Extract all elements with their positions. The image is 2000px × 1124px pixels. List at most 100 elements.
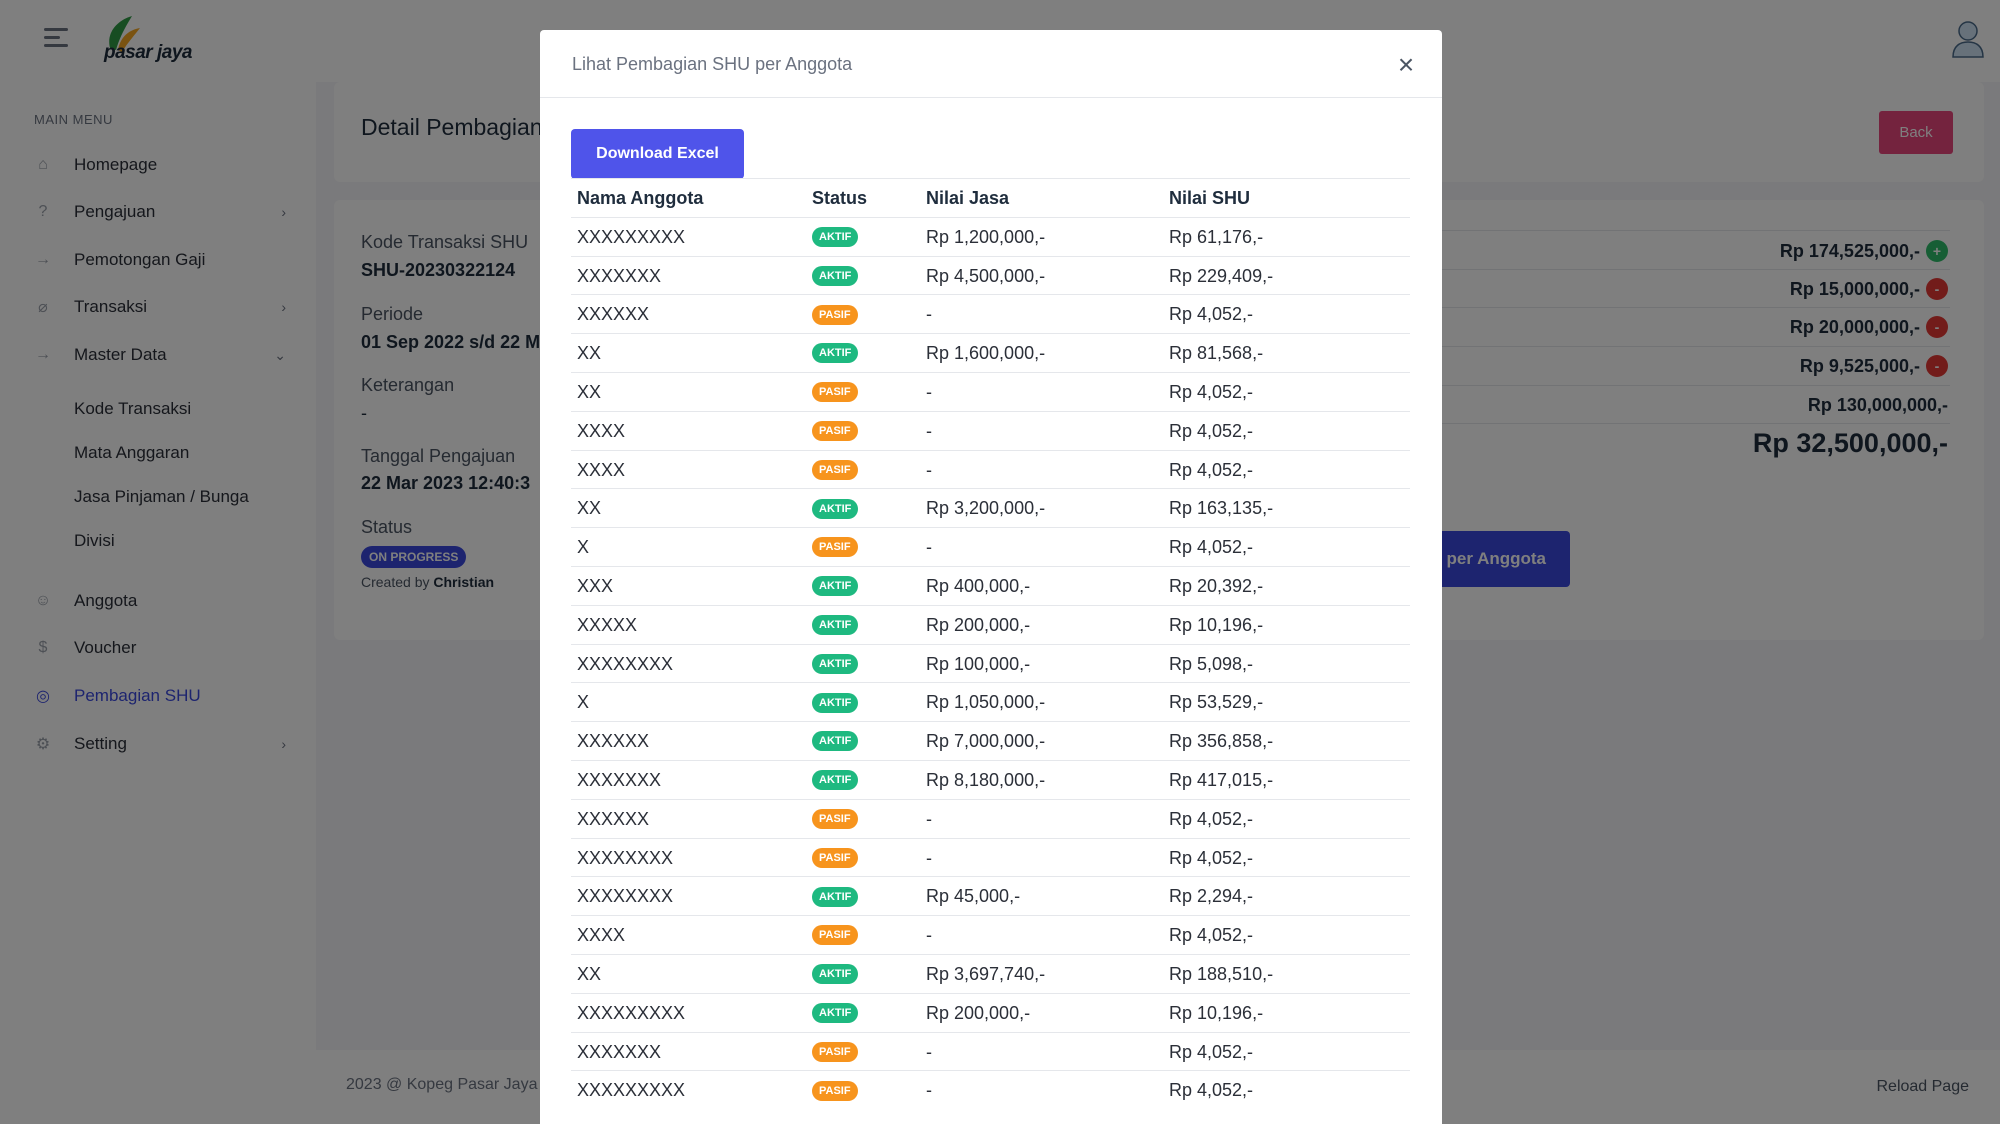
cell-nama-anggota: XXXXXXXXX (577, 1002, 686, 1023)
table-row: XXXXXXXX PASIF - Rp 4,052,- (571, 837, 1410, 878)
cell-nilai-jasa: - (926, 847, 932, 868)
cell-nilai-jasa: - (926, 1041, 932, 1062)
cell-nilai-shu: Rp 10,196,- (1169, 1002, 1264, 1023)
cell-nilai-shu: Rp 5,098,- (1169, 653, 1254, 674)
cell-nilai-jasa: - (926, 537, 932, 558)
cell-status: AKTIF (812, 877, 859, 916)
cell-status: PASIF (812, 528, 858, 567)
cell-status: PASIF (812, 1071, 858, 1110)
cell-nama-anggota: XXX (577, 575, 614, 596)
cell-nama-anggota: XXXX (577, 420, 626, 441)
status-badge: PASIF (812, 925, 858, 946)
status-badge: AKTIF (812, 964, 859, 985)
table-row: X AKTIF Rp 1,050,000,- Rp 53,529,- (571, 682, 1410, 721)
close-icon[interactable]: × (1397, 49, 1415, 80)
table-body: XXXXXXXXX AKTIF Rp 1,200,000,- Rp 61,176,- X… (571, 216, 1410, 1110)
cell-nilai-jasa: Rp 1,600,000,- (926, 343, 1046, 364)
table-row: XXXXXX PASIF - Rp 4,052,- (571, 294, 1410, 333)
cell-nilai-jasa: Rp 3,697,740,- (926, 963, 1046, 984)
status-badge: PASIF (812, 304, 858, 325)
cell-nilai-shu: Rp 81,568,- (1169, 343, 1264, 364)
status-badge: PASIF (812, 1080, 858, 1101)
cell-status: AKTIF (812, 761, 859, 800)
status-badge: AKTIF (812, 498, 859, 519)
cell-nilai-shu: Rp 4,052,- (1169, 420, 1254, 441)
cell-status: AKTIF (812, 955, 859, 994)
cell-status: PASIF (812, 373, 858, 412)
column-header-nama: Nama Anggota (577, 188, 704, 208)
cell-status: AKTIF (812, 334, 859, 373)
status-badge: PASIF (812, 847, 858, 868)
cell-nama-anggota: XXXX (577, 925, 626, 946)
cell-nilai-jasa: - (926, 420, 932, 441)
column-header-status: Status (812, 188, 868, 208)
table-row: XXXXXXXXX AKTIF Rp 1,200,000,- Rp 61,176,- (571, 216, 1410, 256)
table-row: XXXX PASIF - Rp 4,052,- (571, 410, 1410, 451)
cell-nama-anggota: XX (577, 498, 602, 519)
cell-status: PASIF (812, 412, 858, 451)
cell-status: PASIF (812, 916, 858, 955)
table-row: XX AKTIF Rp 3,200,000,- Rp 163,135,- (571, 488, 1410, 527)
table-row: XX PASIF - Rp 4,052,- (571, 371, 1410, 412)
cell-status: AKTIF (812, 722, 859, 761)
cell-status: PASIF (812, 451, 858, 490)
cell-nama-anggota: XXXXXX (577, 304, 650, 325)
cell-status: AKTIF (812, 606, 859, 645)
cell-nama-anggota: XX (577, 381, 602, 402)
status-badge: PASIF (812, 459, 858, 480)
table-row: X PASIF - Rp 4,052,- (571, 527, 1410, 566)
cell-nama-anggota: XXXX (577, 459, 626, 480)
status-badge: AKTIF (812, 343, 859, 364)
table-row: XXXXXXXX AKTIF Rp 45,000,- Rp 2,294,- (571, 876, 1410, 915)
shu-table: Nama Anggota Status Nilai Jasa Nilai SHU… (571, 178, 1410, 1109)
cell-nama-anggota: XXXXXXXX (577, 847, 674, 868)
table-row: XXXX PASIF - Rp 4,052,- (571, 449, 1410, 490)
cell-nilai-shu: Rp 417,015,- (1169, 769, 1274, 790)
cell-nilai-jasa: Rp 1,200,000,- (926, 226, 1046, 247)
cell-nilai-shu: Rp 4,052,- (1169, 537, 1254, 558)
cell-nama-anggota: XXXXXXXXX (577, 1080, 686, 1101)
cell-nilai-shu: Rp 4,052,- (1169, 847, 1254, 868)
cell-nilai-shu: Rp 20,392,- (1169, 575, 1264, 596)
download-excel-button[interactable]: Download Excel (571, 129, 744, 179)
cell-nilai-jasa: - (926, 459, 932, 480)
cell-status: AKTIF (812, 567, 859, 606)
status-badge: PASIF (812, 809, 858, 829)
cell-nilai-shu: Rp 4,052,- (1169, 304, 1254, 325)
cell-status: AKTIF (812, 994, 859, 1033)
cell-nama-anggota: XXXXXXXX (577, 653, 674, 674)
cell-status: AKTIF (812, 683, 859, 722)
table-row: XXXXXX AKTIF Rp 7,000,000,- Rp 356,858,- (571, 721, 1410, 760)
cell-nilai-shu: Rp 4,052,- (1169, 1080, 1254, 1101)
status-badge: AKTIF (812, 615, 859, 636)
table-row: XX AKTIF Rp 1,600,000,- Rp 81,568,- (571, 333, 1410, 372)
cell-nama-anggota: XX (577, 963, 602, 984)
cell-nilai-jasa: Rp 100,000,- (926, 653, 1031, 674)
table-row: XXXX PASIF - Rp 4,052,- (571, 915, 1410, 954)
cell-nama-anggota: XXXXXX (577, 808, 650, 829)
status-badge: AKTIF (812, 576, 859, 597)
cell-nilai-jasa: Rp 4,500,000,- (926, 265, 1046, 286)
table-row: XXXXXXX AKTIF Rp 4,500,000,- Rp 229,409,- (571, 255, 1410, 296)
cell-nilai-shu: Rp 4,052,- (1169, 459, 1254, 480)
cell-status: PASIF (812, 295, 858, 334)
cell-nilai-jasa: Rp 8,180,000,- (926, 769, 1046, 790)
cell-status: AKTIF (812, 257, 859, 296)
cell-nama-anggota: XXXXXXX (577, 265, 662, 286)
table-header-row: Nama Anggota Status Nilai Jasa Nilai SHU (571, 178, 1410, 217)
cell-nilai-shu: Rp 4,052,- (1169, 381, 1254, 402)
status-badge: PASIF (812, 537, 858, 558)
status-badge: AKTIF (812, 770, 859, 791)
status-badge: AKTIF (812, 653, 859, 674)
table-row: XXXXXXXX AKTIF Rp 100,000,- Rp 5,098,- (571, 643, 1410, 683)
cell-nama-anggota: X (577, 537, 590, 558)
table-row: XXXXX AKTIF Rp 200,000,- Rp 10,196,- (571, 604, 1410, 645)
cell-nama-anggota: XXXXXXXXX (577, 226, 686, 247)
cell-nama-anggota: XXXXXXX (577, 769, 662, 790)
status-badge: AKTIF (812, 886, 859, 907)
cell-nilai-jasa: - (926, 381, 932, 402)
status-badge: PASIF (812, 421, 858, 442)
cell-status: PASIF (812, 839, 858, 878)
cell-nilai-jasa: Rp 400,000,- (926, 575, 1031, 596)
cell-nilai-jasa: Rp 200,000,- (926, 1002, 1031, 1023)
